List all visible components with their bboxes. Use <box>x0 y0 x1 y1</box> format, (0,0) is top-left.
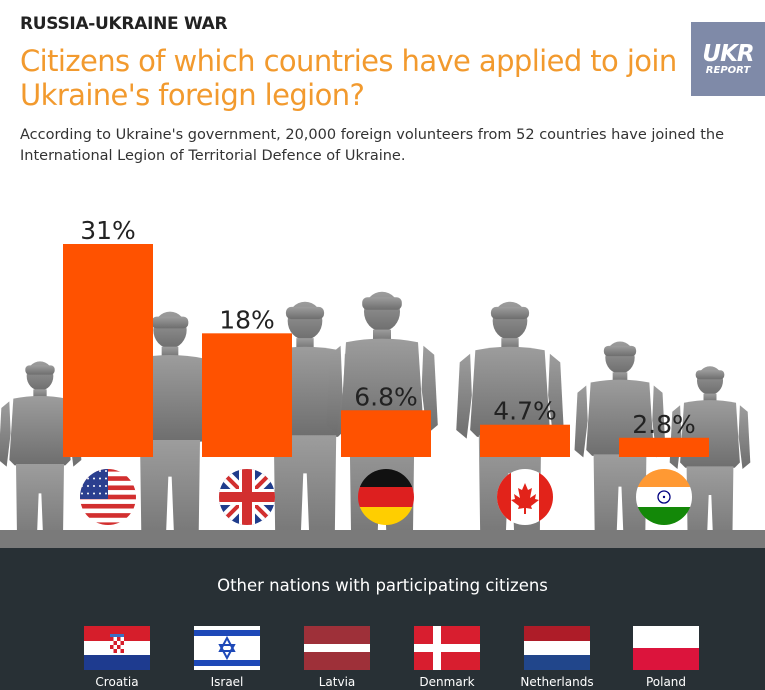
bar-4 <box>619 437 709 457</box>
poland-flag-icon <box>633 626 699 670</box>
israel-flag-icon <box>194 626 260 670</box>
croatia-flag-icon <box>84 626 150 670</box>
page-title: Citizens of which countries have applied… <box>20 44 677 112</box>
other-nation-label: Denmark <box>419 675 475 689</box>
bar-label-2: 6.8% <box>354 382 418 411</box>
other-nation-label: Netherlands <box>520 675 594 689</box>
soldier-silhouettes <box>0 291 765 550</box>
other-nations-panel: Other nations with participating citizen… <box>0 548 765 690</box>
other-nation-poland: Poland <box>633 626 699 689</box>
other-nations-title: Other nations with participating citizen… <box>217 576 548 595</box>
other-nation-label: Poland <box>645 675 687 689</box>
bar-2 <box>341 410 431 457</box>
logo-line-2: REPORT <box>705 64 751 76</box>
other-nation-label: Croatia <box>95 675 139 689</box>
bar-label-1: 18% <box>219 305 275 334</box>
india-flag-icon <box>636 469 692 525</box>
other-nation-croatia: Croatia <box>84 626 150 689</box>
latvia-flag-icon <box>304 626 370 670</box>
other-nation-israel: Israel <box>194 626 260 689</box>
bar-1 <box>202 333 292 457</box>
netherlands-flag-icon <box>524 626 590 670</box>
other-nation-latvia: Latvia <box>304 626 370 689</box>
logo-line-1: UKR <box>702 40 754 67</box>
bar-chart: 31% 18% 6.8% 4.7% 2.8% <box>0 216 765 550</box>
bar-0 <box>63 244 153 457</box>
bar-label-0: 31% <box>80 216 136 245</box>
kicker: RUSSIA-UKRAINE WAR <box>20 14 228 34</box>
other-nation-denmark: Denmark <box>414 626 480 689</box>
denmark-flag-icon <box>414 626 480 670</box>
bar-label-4: 2.8% <box>632 410 696 439</box>
uk-flag-icon <box>219 469 275 525</box>
other-nation-label: Israel <box>210 675 244 689</box>
usa-flag-icon <box>80 469 136 525</box>
bar-label-3: 4.7% <box>493 397 557 426</box>
ukr-report-logo: UKR REPORT <box>691 22 765 96</box>
other-nation-label: Latvia <box>318 675 356 689</box>
bar-3 <box>480 424 570 457</box>
germany-flag-icon <box>358 469 414 525</box>
other-nation-netherlands: Netherlands <box>520 626 594 689</box>
subtitle: According to Ukraine's government, 20,00… <box>20 127 725 164</box>
